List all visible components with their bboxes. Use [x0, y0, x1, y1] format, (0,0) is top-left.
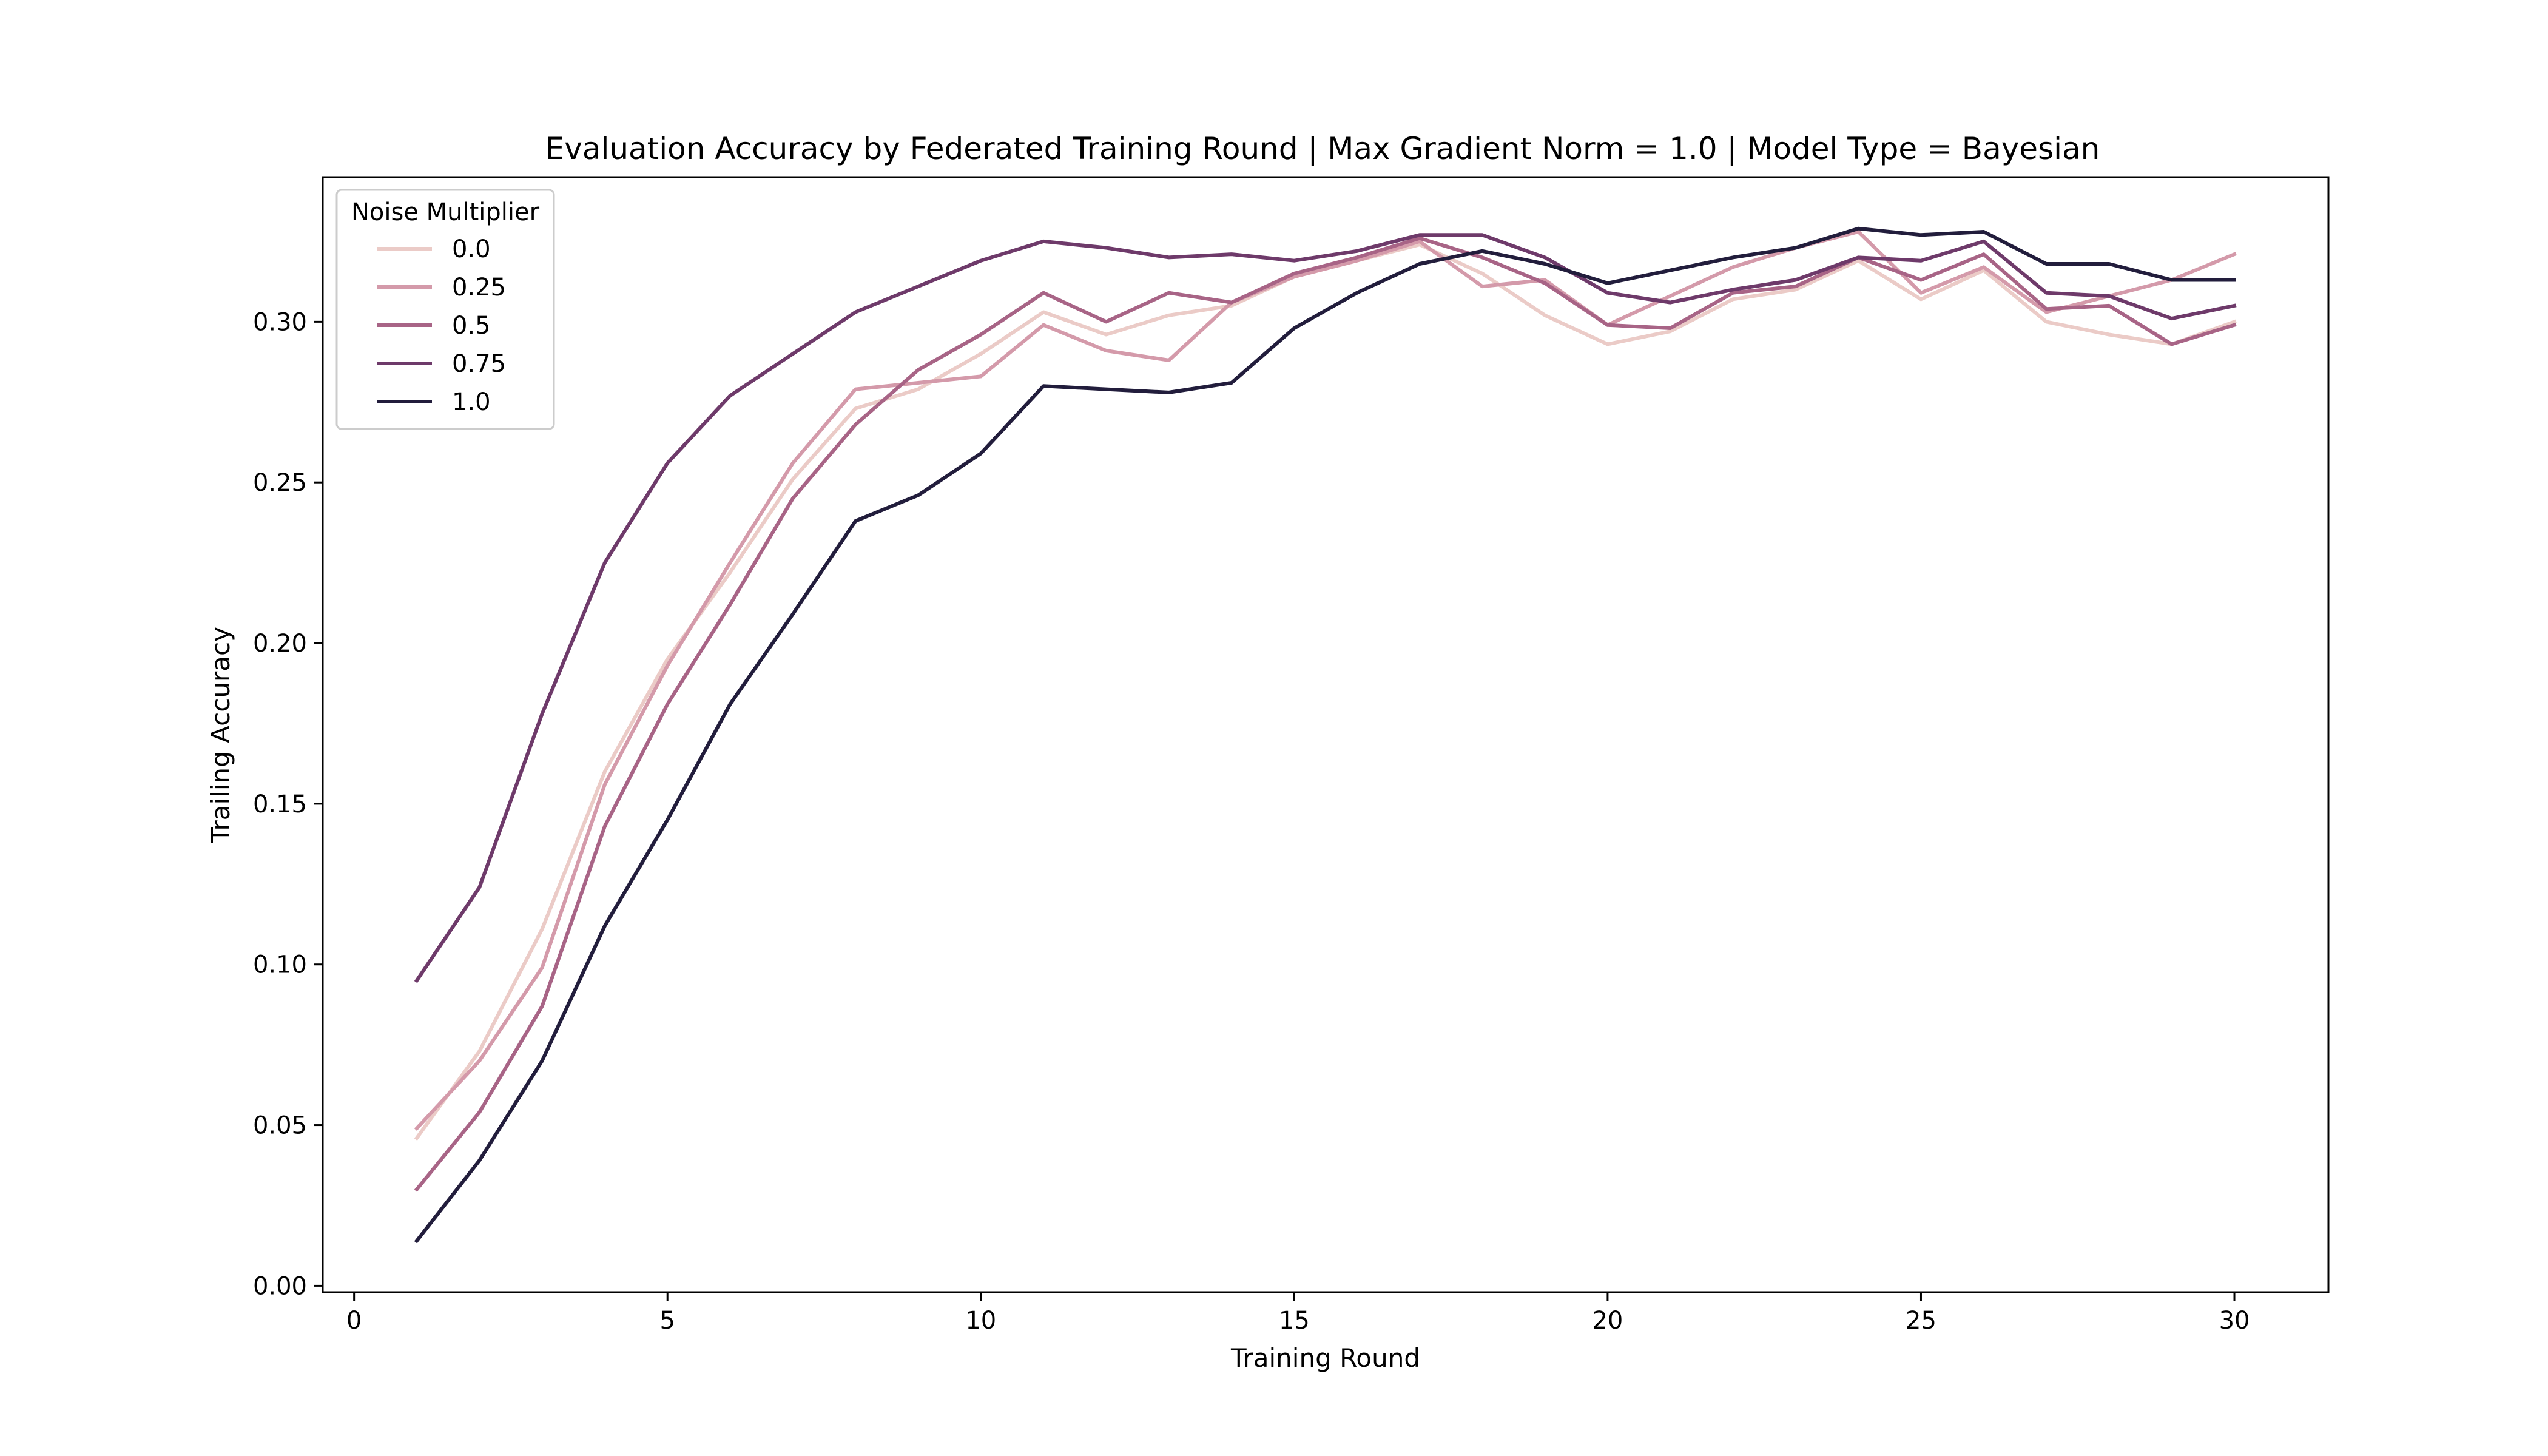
- chart-title: Evaluation Accuracy by Federated Trainin…: [545, 131, 2100, 166]
- y-axis-title: Trailing Accuracy: [206, 627, 235, 843]
- series-lines: [414, 226, 2237, 1244]
- y-tick-label: 0.25: [253, 469, 307, 497]
- series-line-0-5: [414, 236, 2237, 1192]
- x-axis-title: Training Round: [1230, 1343, 1420, 1373]
- x-tick-label: 30: [2219, 1307, 2250, 1335]
- x-tick-label: 25: [1906, 1307, 1936, 1335]
- y-axis: 0.00 0.05 0.10 0.15 0.20 0.25 0.30: [253, 308, 323, 1300]
- legend-label: 0.5: [452, 312, 491, 340]
- legend-entries: 0.0 0.25 0.5 0.75 1.0: [377, 235, 506, 416]
- y-tick-label: 0.15: [253, 790, 307, 818]
- legend-title: Noise Multiplier: [351, 198, 540, 226]
- x-tick-label: 20: [1592, 1307, 1623, 1335]
- series-line-0-75: [414, 233, 2237, 983]
- x-tick-label: 10: [965, 1307, 996, 1335]
- y-tick-label: 0.30: [253, 308, 307, 336]
- plot-frame: [322, 176, 2330, 1293]
- y-tick-label: 0.10: [253, 951, 307, 979]
- y-tick-label: 0.00: [253, 1272, 307, 1300]
- legend: Noise Multiplier 0.0 0.25 0.5 0.75 1.0: [335, 189, 555, 430]
- y-tick-label: 0.05: [253, 1112, 307, 1140]
- x-tick-label: 15: [1279, 1307, 1310, 1335]
- series-line-0-25: [414, 230, 2237, 1131]
- legend-label: 0.75: [452, 350, 506, 378]
- legend-label: 1.0: [452, 388, 491, 416]
- legend-label: 0.25: [452, 274, 506, 302]
- legend-label: 0.0: [452, 235, 491, 263]
- y-tick-label: 0.20: [253, 630, 307, 658]
- x-tick-label: 5: [659, 1307, 675, 1335]
- x-tick-label: 0: [346, 1307, 362, 1335]
- x-axis: 0 5 10 15 20 25 30: [346, 1292, 2250, 1335]
- plot-area: 0 5 10 15 20 25 30 0.00 0.05 0.10 0.15 0.20 0.25 0.3…: [253, 176, 2330, 1335]
- series-line-1-0: [414, 226, 2236, 1244]
